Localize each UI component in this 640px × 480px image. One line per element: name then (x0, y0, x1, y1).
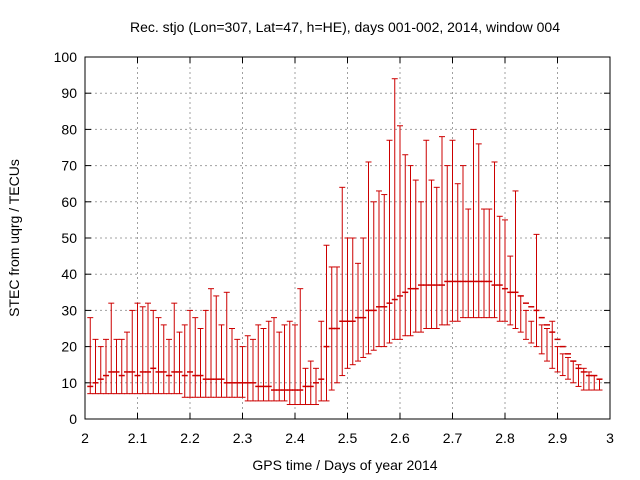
x-tick-label: 2.1 (128, 430, 148, 446)
x-axis-label: GPS time / Days of year 2014 (252, 457, 437, 473)
x-tick-label: 2.9 (548, 430, 568, 446)
y-tick-label: 30 (61, 302, 77, 318)
axis-ticks: 0 10 20 30 40 50 60 70 80 90 100 2 2.1 2.2 2.3 2.4 2.5 2.… (54, 49, 614, 446)
plot-frame (84, 56, 611, 420)
x-tick-label: 2.4 (285, 430, 305, 446)
x-tick-label: 2.3 (233, 430, 253, 446)
chart-title: Rec. stjo (Lon=307, Lat=47, h=HE), days … (130, 19, 560, 35)
y-tick-label: 20 (61, 339, 77, 355)
data-points (87, 78, 603, 406)
y-axis-label: STEC from uqrg / TECUs (6, 159, 22, 317)
x-tick-label: 2 (81, 430, 89, 446)
y-tick-label: 40 (61, 266, 77, 282)
y-tick-label: 80 (61, 121, 77, 137)
x-tick-label: 2.8 (495, 430, 515, 446)
y-tick-label: 50 (61, 230, 77, 246)
y-tick-label: 100 (54, 49, 78, 65)
y-tick-label: 60 (61, 194, 77, 210)
x-tick-label: 2.2 (180, 430, 200, 446)
x-tick-label: 2.6 (390, 430, 410, 446)
y-tick-label: 90 (61, 85, 77, 101)
x-tick-label: 3 (606, 430, 614, 446)
x-tick-label: 2.7 (443, 430, 463, 446)
y-tick-label: 10 (61, 375, 77, 391)
x-tick-label: 2.5 (338, 430, 358, 446)
y-tick-label: 0 (69, 411, 77, 427)
y-tick-label: 70 (61, 158, 77, 174)
